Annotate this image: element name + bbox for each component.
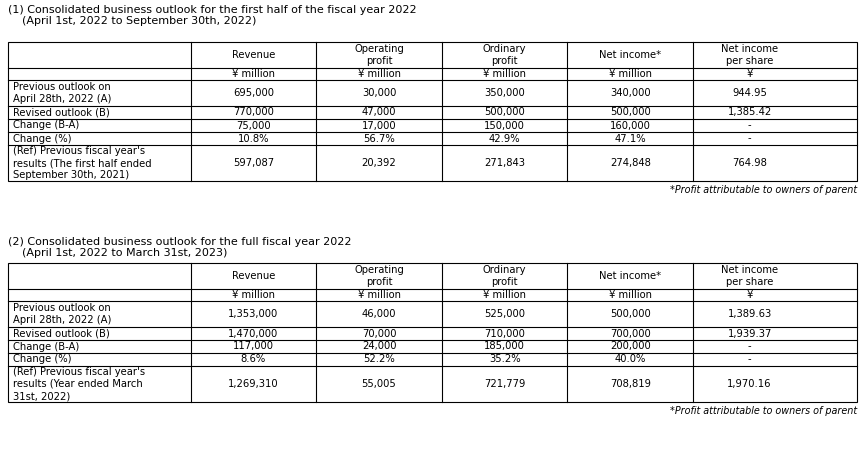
Text: (Ref) Previous fiscal year's
results (Year ended March
31st, 2022): (Ref) Previous fiscal year's results (Ye…	[13, 367, 145, 401]
Text: (April 1st, 2022 to March 31st, 2023): (April 1st, 2022 to March 31st, 2023)	[8, 248, 227, 258]
Text: 40.0%: 40.0%	[615, 354, 646, 364]
Text: 1,269,310: 1,269,310	[228, 379, 279, 389]
Text: ¥ million: ¥ million	[357, 69, 400, 79]
Text: Ordinary
profit: Ordinary profit	[483, 265, 527, 287]
Text: ¥ million: ¥ million	[609, 69, 652, 79]
Text: ¥ million: ¥ million	[484, 69, 526, 79]
Text: ¥: ¥	[746, 69, 753, 79]
Text: 117,000: 117,000	[233, 341, 274, 351]
Text: -: -	[747, 341, 752, 351]
Text: 70,000: 70,000	[362, 328, 396, 339]
Text: (2) Consolidated business outlook for the full fiscal year 2022: (2) Consolidated business outlook for th…	[8, 237, 351, 247]
Text: *Profit attributable to owners of parent: *Profit attributable to owners of parent	[670, 406, 857, 416]
Text: 274,848: 274,848	[610, 158, 650, 168]
Text: ¥: ¥	[746, 290, 753, 300]
Text: 770,000: 770,000	[233, 107, 274, 118]
Text: 20,392: 20,392	[362, 158, 396, 168]
Text: 56.7%: 56.7%	[363, 133, 395, 143]
Text: 1,939.37: 1,939.37	[727, 328, 772, 339]
Text: Net income
per share: Net income per share	[721, 265, 778, 287]
Text: Change (%): Change (%)	[13, 133, 72, 143]
Text: 10.8%: 10.8%	[238, 133, 269, 143]
Text: 1,385.42: 1,385.42	[727, 107, 772, 118]
Text: 1,353,000: 1,353,000	[228, 309, 279, 319]
Text: ¥ million: ¥ million	[232, 290, 275, 300]
Text: Change (B-A): Change (B-A)	[13, 120, 80, 130]
Text: 52.2%: 52.2%	[363, 354, 395, 364]
Text: 340,000: 340,000	[610, 88, 650, 98]
Text: 710,000: 710,000	[484, 328, 525, 339]
Text: 160,000: 160,000	[610, 120, 650, 130]
Text: 200,000: 200,000	[610, 341, 650, 351]
Text: Operating
profit: Operating profit	[354, 44, 404, 66]
Text: Revised outlook (B): Revised outlook (B)	[13, 328, 110, 339]
Text: Revenue: Revenue	[232, 50, 275, 60]
Bar	[8, 42, 857, 181]
Text: 944.95: 944.95	[732, 88, 767, 98]
Text: 8.6%: 8.6%	[240, 354, 266, 364]
Text: Previous outlook on
April 28th, 2022 (A): Previous outlook on April 28th, 2022 (A)	[13, 303, 112, 325]
Text: 764.98: 764.98	[732, 158, 767, 168]
Text: 24,000: 24,000	[362, 341, 396, 351]
Text: 17,000: 17,000	[362, 120, 396, 130]
Text: 597,087: 597,087	[233, 158, 274, 168]
Text: (Ref) Previous fiscal year's
results (The first half ended
September 30th, 2021): (Ref) Previous fiscal year's results (Th…	[13, 146, 151, 180]
Text: 525,000: 525,000	[484, 309, 525, 319]
Text: 47,000: 47,000	[362, 107, 396, 118]
Text: 271,843: 271,843	[484, 158, 525, 168]
Text: 75,000: 75,000	[236, 120, 271, 130]
Text: Net income
per share: Net income per share	[721, 44, 778, 66]
Text: -: -	[747, 120, 752, 130]
Text: (1) Consolidated business outlook for the first half of the fiscal year 2022: (1) Consolidated business outlook for th…	[8, 5, 417, 15]
Text: *Profit attributable to owners of parent: *Profit attributable to owners of parent	[670, 185, 857, 195]
Text: 150,000: 150,000	[484, 120, 525, 130]
Text: (April 1st, 2022 to September 30th, 2022): (April 1st, 2022 to September 30th, 2022…	[8, 16, 256, 26]
Text: -: -	[747, 133, 752, 143]
Text: 721,779: 721,779	[484, 379, 525, 389]
Text: 708,819: 708,819	[610, 379, 650, 389]
Text: ¥ million: ¥ million	[484, 290, 526, 300]
Text: 47.1%: 47.1%	[614, 133, 646, 143]
Text: 42.9%: 42.9%	[489, 133, 521, 143]
Bar	[8, 263, 857, 402]
Text: 55,005: 55,005	[362, 379, 396, 389]
Text: 1,470,000: 1,470,000	[228, 328, 279, 339]
Text: Previous outlook on
April 28th, 2022 (A): Previous outlook on April 28th, 2022 (A)	[13, 82, 112, 104]
Text: ¥ million: ¥ million	[357, 290, 400, 300]
Text: Operating
profit: Operating profit	[354, 265, 404, 287]
Text: 500,000: 500,000	[610, 107, 650, 118]
Text: 700,000: 700,000	[610, 328, 650, 339]
Text: Change (B-A): Change (B-A)	[13, 341, 80, 351]
Text: ¥ million: ¥ million	[609, 290, 652, 300]
Text: Net income*: Net income*	[599, 271, 662, 281]
Text: 30,000: 30,000	[362, 88, 396, 98]
Text: Net income*: Net income*	[599, 50, 662, 60]
Text: Ordinary
profit: Ordinary profit	[483, 44, 527, 66]
Text: 500,000: 500,000	[484, 107, 525, 118]
Text: 1,389.63: 1,389.63	[727, 309, 772, 319]
Text: -: -	[747, 354, 752, 364]
Text: Revenue: Revenue	[232, 271, 275, 281]
Text: ¥ million: ¥ million	[232, 69, 275, 79]
Text: Change (%): Change (%)	[13, 354, 72, 364]
Text: 695,000: 695,000	[233, 88, 274, 98]
Text: 46,000: 46,000	[362, 309, 396, 319]
Text: 185,000: 185,000	[484, 341, 525, 351]
Text: Revised outlook (B): Revised outlook (B)	[13, 107, 110, 118]
Text: 500,000: 500,000	[610, 309, 650, 319]
Text: 350,000: 350,000	[484, 88, 525, 98]
Text: 35.2%: 35.2%	[489, 354, 521, 364]
Text: 1,970.16: 1,970.16	[727, 379, 772, 389]
